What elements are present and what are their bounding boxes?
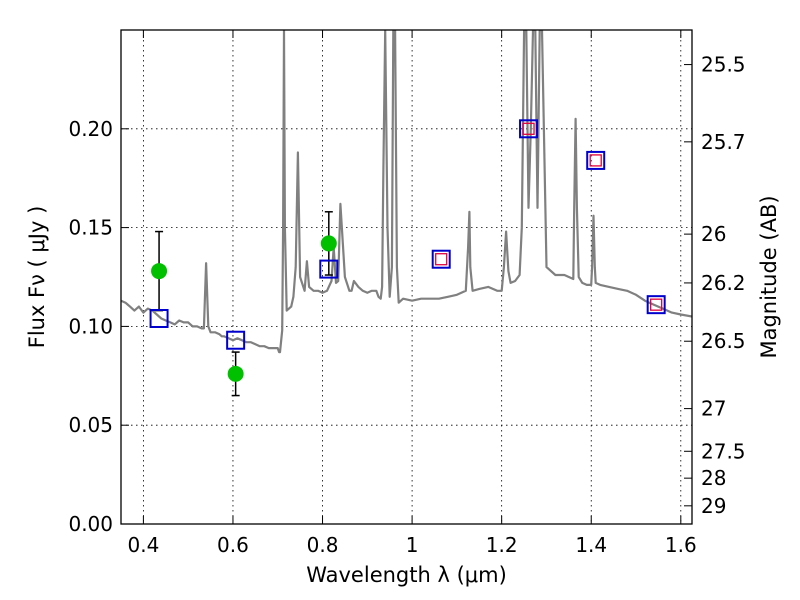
spectrum-line [121,30,692,354]
y-tick-label: 0.05 [68,413,113,437]
right-tick-label: 29 [701,494,726,518]
model-square [519,119,539,139]
y-tick-label: 0.20 [68,117,113,141]
model-square [319,259,339,279]
model-square-inner [435,253,448,266]
right-tick-label: 27 [701,397,726,421]
x-tick-label: 0.6 [217,533,249,557]
x-axis-label: Wavelength λ (μm) [306,563,507,587]
y-tick-label: 0.00 [68,512,113,536]
right-tick-label: 26.2 [701,271,746,295]
x-tick-label: 1 [406,533,419,557]
x-tick-label: 1.6 [665,533,697,557]
model-square-inner [589,154,602,167]
right-axis-label: Magnitude (AB) [757,195,781,358]
right-tick-label: 25.5 [701,53,746,77]
y-tick-label: 0.10 [68,314,113,338]
x-tick-label: 1.4 [575,533,607,557]
x-tick-label: 0.4 [127,533,159,557]
model-square [226,330,246,350]
observed-point [227,365,244,382]
right-tick-label: 25.7 [701,130,746,154]
right-tick-label: 26 [701,222,726,246]
model-square [149,308,169,328]
model-square [586,150,606,170]
right-tick-label: 27.5 [701,439,746,463]
right-tick-label: 28 [701,466,726,490]
x-tick-label: 0.8 [307,533,339,557]
model-square-inner [650,298,663,311]
observed-point [151,263,168,280]
model-square [431,249,451,269]
axes-frame [120,29,693,525]
observed-point [320,235,337,252]
right-tick-label: 26.5 [701,329,746,353]
y-tick-label: 0.15 [68,216,113,240]
y-axis-label: Flux Fν ( μJy ) [25,206,49,349]
model-square [646,295,666,315]
plot-area [121,30,692,397]
ticks: 0.4 0.6 0.8 1 1.2 1.4 1.6 0.00 0.05 0.10 0.15 0.20 2… [68,30,746,557]
x-tick-label: 1.2 [486,533,518,557]
model-square-inner [522,122,535,135]
